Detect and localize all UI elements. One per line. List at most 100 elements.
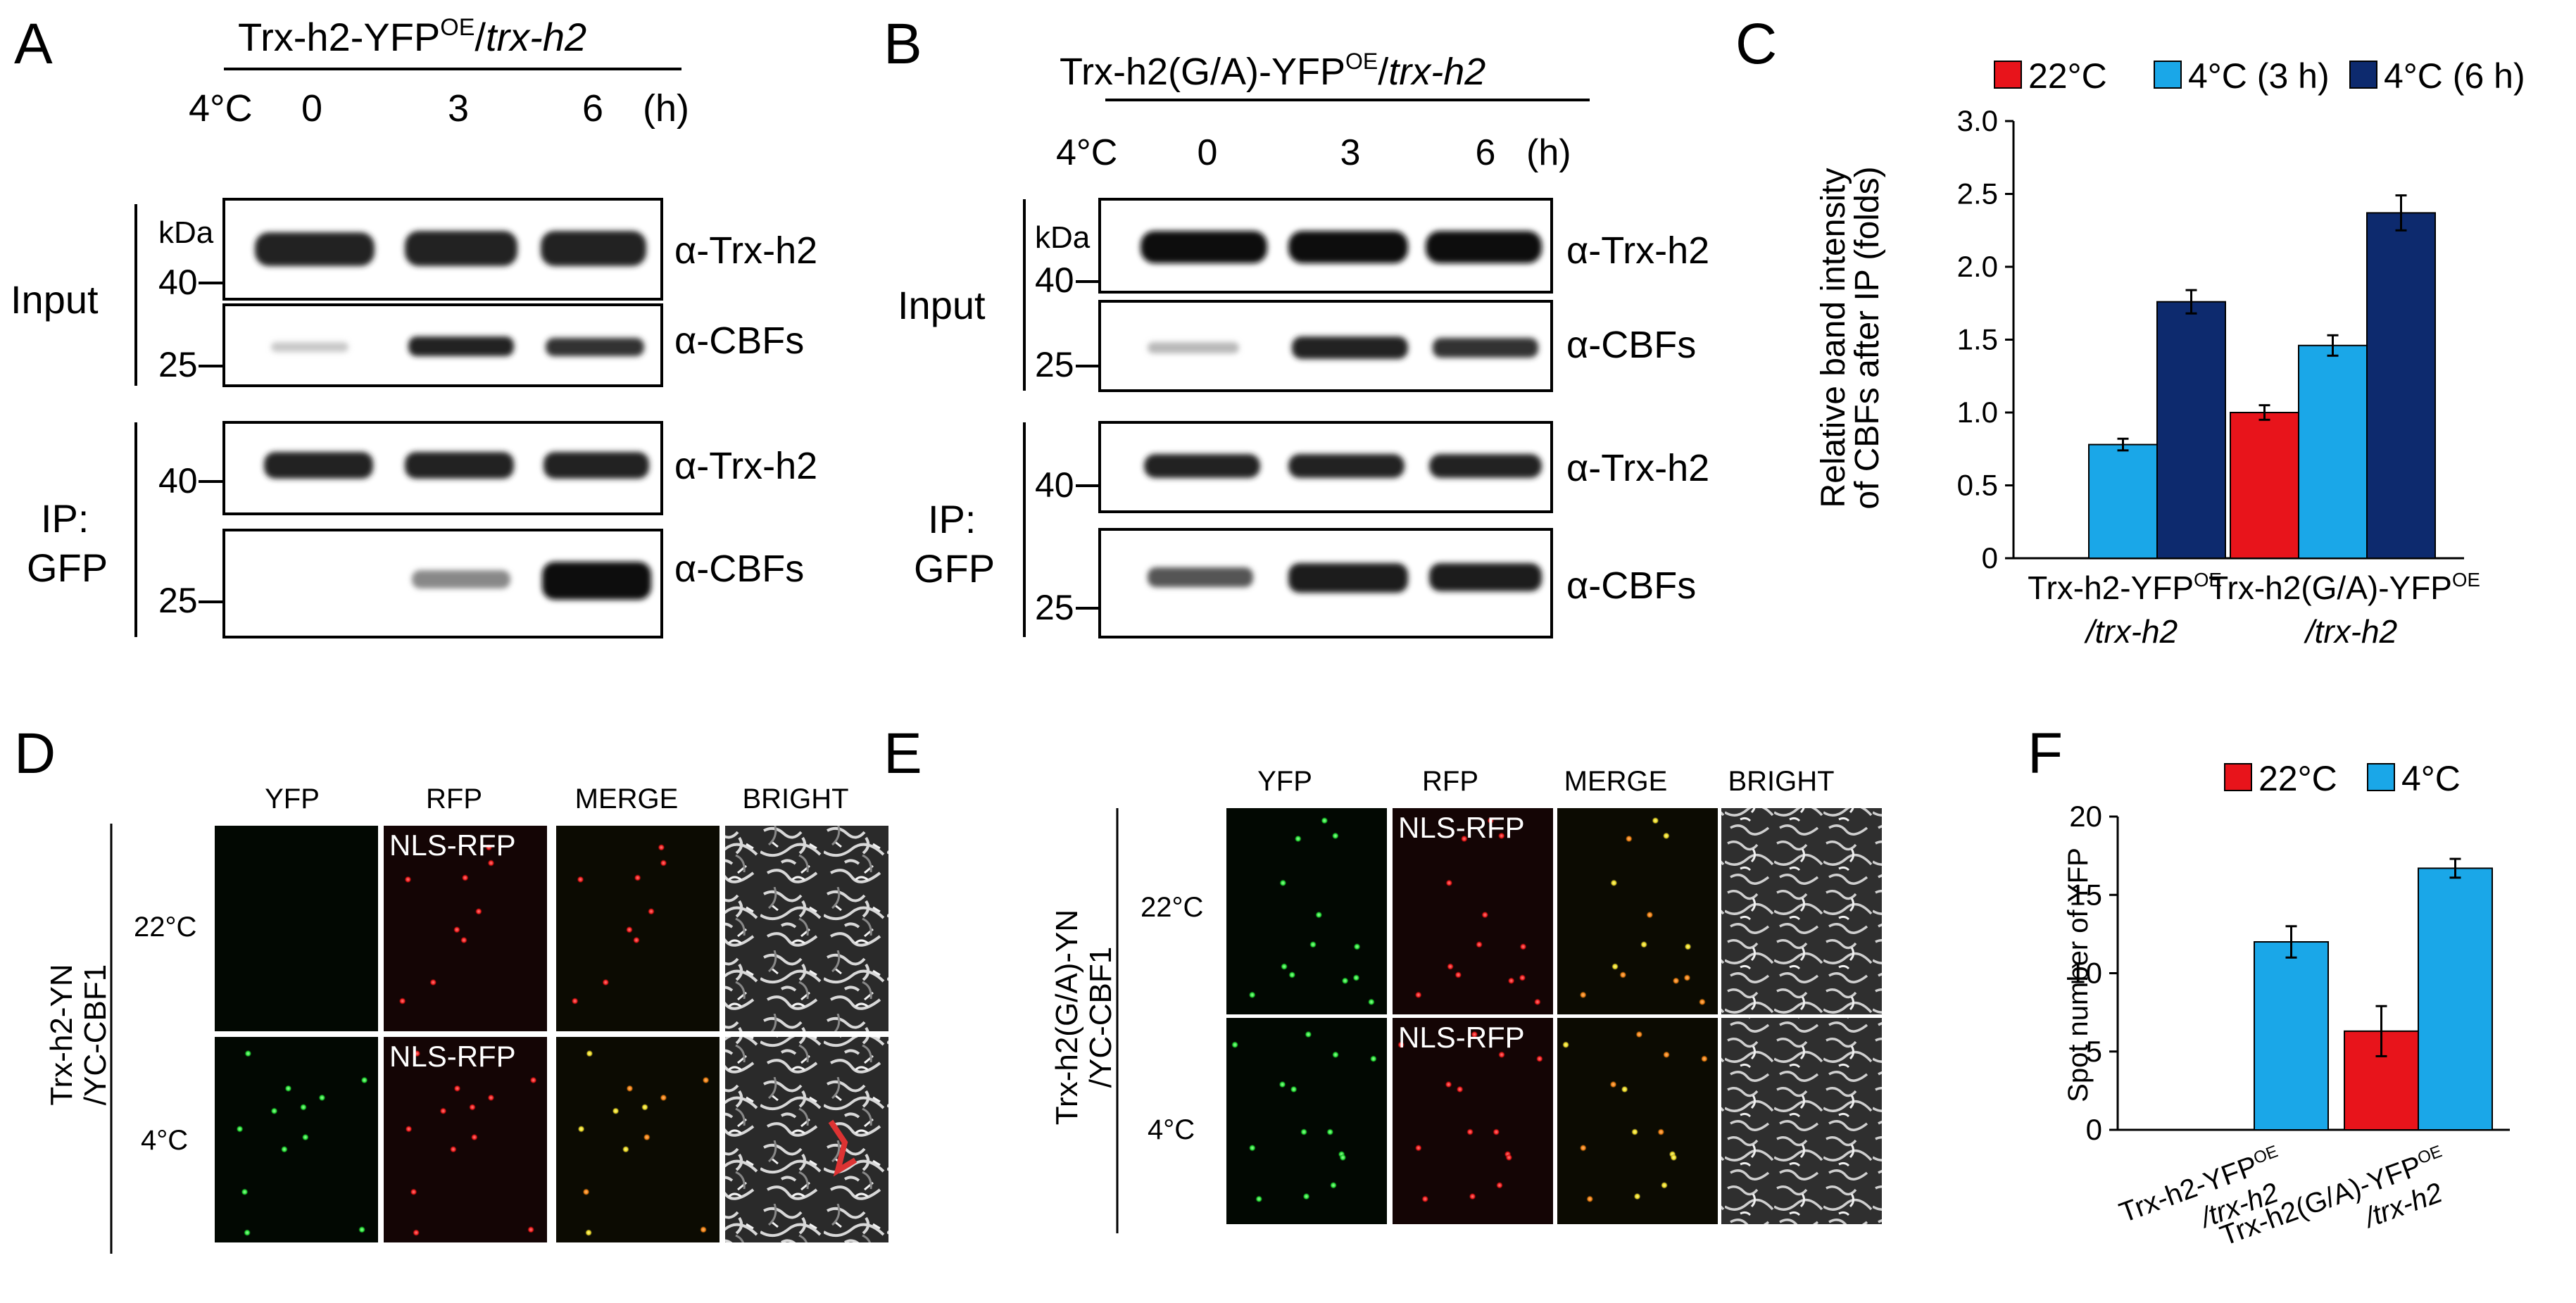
row-label: 4°C <box>141 1125 188 1156</box>
error-bar <box>2327 334 2339 357</box>
input-label: Input <box>11 277 99 322</box>
blot-title: Trx-h2(G/A)-YFPOE/trx-h2 <box>1060 49 1485 93</box>
yfp-image <box>215 826 378 1031</box>
rfp-image: NLS-RFP <box>1393 1018 1553 1224</box>
rfp-image: NLS-RFP <box>1393 808 1553 1014</box>
y-tick-label: 15 <box>2069 878 2102 911</box>
row-label: 22°C <box>1141 892 1203 923</box>
bar <box>2366 212 2436 559</box>
timepoint-label: 6 <box>582 87 603 130</box>
y-tick-label: 20 <box>2069 800 2102 833</box>
construct-label: Trx-h2-YN <box>44 964 79 1105</box>
antibody-label: α-CBFs <box>674 548 804 590</box>
legend-label: 22°C <box>2028 56 2107 96</box>
column-label: MERGE <box>575 783 679 814</box>
y-tick-label: 0 <box>2086 1113 2102 1146</box>
panel-letter: A <box>14 12 53 76</box>
rfp-image: NLS-RFP <box>384 1037 547 1242</box>
legend-label: 22°C <box>2258 759 2337 798</box>
column-label: RFP <box>426 783 482 814</box>
construct-label: /YC-CBF1 <box>78 964 113 1105</box>
yfp-image <box>215 1037 378 1242</box>
panel-letter: F <box>2028 722 2063 786</box>
legend-item: 4°C <box>2367 759 2461 798</box>
antibody-label: α-Trx-h2 <box>1566 447 1709 489</box>
nls-rfp-label: NLS-RFP <box>389 829 516 862</box>
row-label: 4°C <box>1148 1114 1195 1145</box>
time-unit: (h) <box>1526 132 1571 173</box>
x-tick-label: Trx-h2-YFPOE <box>2028 569 2222 606</box>
timepoint-label: 3 <box>1340 132 1361 173</box>
x-tick-label: /trx-h2 <box>2084 613 2178 650</box>
y-tick-label: 5 <box>2086 1035 2102 1068</box>
construct-label: Trx-h2(G/A)-YN <box>1050 909 1084 1125</box>
y-tick-label: 2.0 <box>1957 250 1998 283</box>
antibody-label: α-Trx-h2 <box>674 229 817 272</box>
panel-e: E YFP RFP MERGE BRIGHT Trx-h2(G/A)-YN /Y… <box>884 722 1882 1233</box>
legend-label: 4°C (6 h) <box>2384 56 2525 96</box>
column-label: YFP <box>265 783 320 814</box>
column-label: BRIGHT <box>1728 766 1834 797</box>
antibody-label: α-CBFs <box>674 320 804 362</box>
yfp-image <box>1226 808 1387 1014</box>
panel-letter: B <box>884 12 922 76</box>
x-tick-label: Trx-h2-YFPOE/trx-h2 <box>2116 1142 2282 1234</box>
error-bar <box>2285 925 2297 959</box>
antibody-label: α-CBFs <box>1566 324 1696 366</box>
legend-swatch <box>2154 61 2182 89</box>
blot-strip <box>222 303 663 387</box>
legend-item: 22°C <box>1994 56 2107 96</box>
column-label: YFP <box>1257 766 1312 797</box>
input-label: Input <box>898 283 986 327</box>
blot-strip <box>1098 421 1553 513</box>
legend-swatch <box>2367 763 2395 791</box>
ip-label: IP: <box>41 496 89 541</box>
marker-label: 40 <box>158 263 198 302</box>
marker-label: 40 <box>1035 260 1074 300</box>
column-label: BRIGHT <box>742 783 848 814</box>
error-bar <box>2117 437 2129 452</box>
bright-field-image <box>725 1037 888 1242</box>
bar <box>2230 412 2299 559</box>
error-bar <box>2258 404 2270 421</box>
marker-label: 25 <box>1035 345 1074 384</box>
row-label: 22°C <box>134 912 196 943</box>
error-bar <box>2395 194 2407 232</box>
bar <box>2298 344 2368 559</box>
timepoint-label: 0 <box>1198 132 1218 173</box>
marker-label: 25 <box>158 581 198 620</box>
column-label: RFP <box>1422 766 1478 797</box>
legend-label: 4°C (3 h) <box>2188 56 2330 96</box>
merge-image <box>556 1037 720 1242</box>
legend-swatch <box>1994 61 2022 89</box>
marker-label: 40 <box>158 461 198 501</box>
temperature-label: 4°C <box>189 87 253 130</box>
bar <box>2156 301 2226 559</box>
ip-label: IP: <box>928 497 976 541</box>
nls-rfp-label: NLS-RFP <box>389 1040 516 1073</box>
nls-rfp-label: NLS-RFP <box>1398 1021 1525 1054</box>
error-bar <box>2375 1005 2387 1057</box>
rfp-image: NLS-RFP <box>384 826 547 1031</box>
temperature-label: 4°C <box>1056 132 1117 173</box>
y-axis-label: of CBFs after IP (folds) <box>1849 166 1886 509</box>
panel-d: D YFP RFP MERGE BRIGHT Trx-h2-YN /YC-CBF… <box>14 722 888 1254</box>
bar <box>2418 867 2493 1131</box>
blot-strip <box>222 198 663 301</box>
legend-item: 22°C <box>2224 759 2337 798</box>
micrograph-grid: NLS-RFP NLS-RFP <box>1226 808 1882 1224</box>
blot-strip <box>222 529 663 638</box>
blot-strip <box>222 421 663 515</box>
merge-image <box>556 826 720 1031</box>
timepoint-label: 0 <box>301 87 322 130</box>
panel-a: A Trx-h2-YFPOE/trx-h2 4°C 0 3 6 (h) Inpu… <box>11 12 817 638</box>
y-axis-label: Relative band intensity <box>1815 168 1852 508</box>
legend-item: 4°C (3 h) <box>2154 56 2330 96</box>
y-tick-label: 3.0 <box>1957 104 1998 137</box>
marker-label: 25 <box>1035 588 1074 627</box>
blot-strip <box>1098 300 1553 392</box>
y-tick-label: 0.5 <box>1957 469 1998 502</box>
legend-label: 4°C <box>2401 759 2461 798</box>
timepoint-label: 6 <box>1476 132 1496 173</box>
